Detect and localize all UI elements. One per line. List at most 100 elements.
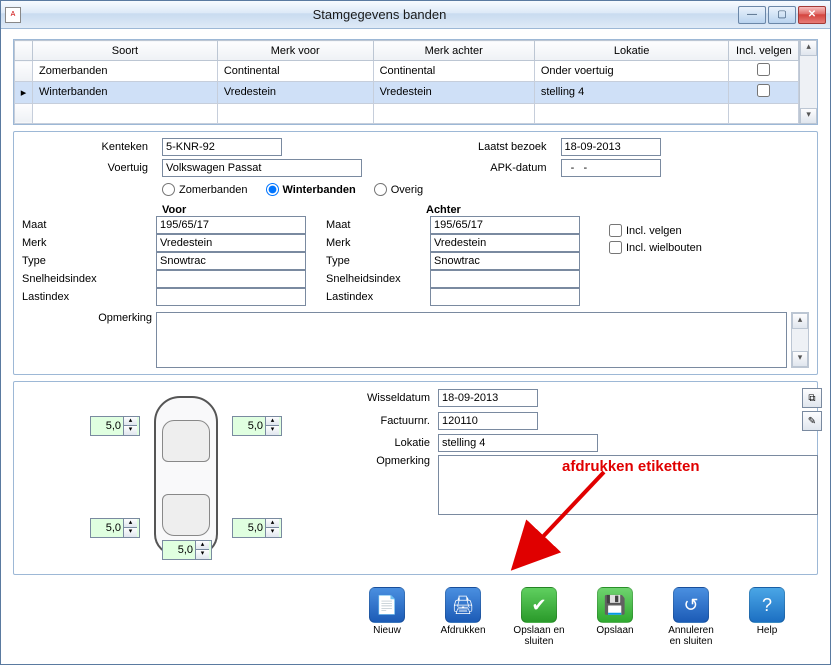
annuleren-sluiten-button[interactable]: ↺ Annuleren en sluiten bbox=[662, 587, 720, 647]
spin-down-icon[interactable]: ▾ bbox=[124, 528, 137, 537]
achter-type-input[interactable] bbox=[430, 252, 580, 270]
spin-down-icon[interactable]: ▾ bbox=[196, 550, 209, 559]
opmerking-top-input[interactable] bbox=[156, 312, 787, 368]
change-panel: ▴▾ ▴▾ ▴▾ ▴▾ ▴▾ Wisseldatum bbox=[13, 381, 818, 575]
achter-merk-label: Merk bbox=[326, 237, 426, 249]
grid-scrollbar[interactable]: ▴ ▾ bbox=[799, 40, 817, 124]
voor-merk-label: Merk bbox=[22, 237, 152, 249]
achter-last-input[interactable] bbox=[430, 288, 580, 306]
cell-incl-velgen[interactable] bbox=[729, 82, 799, 103]
print-icon: 🖨 bbox=[445, 587, 481, 623]
help-button[interactable]: ? Help bbox=[738, 587, 796, 647]
voor-type-label: Type bbox=[22, 255, 152, 267]
col-incl-velgen[interactable]: Incl. velgen bbox=[729, 41, 799, 61]
voor-heading: Voor bbox=[22, 204, 306, 216]
factuurnr-input[interactable] bbox=[438, 412, 538, 430]
row-indicator: ▸ bbox=[15, 82, 33, 103]
details-panel: Kenteken Laatst bezoek Voertuig APK-datu… bbox=[13, 131, 818, 375]
col-soort[interactable]: Soort bbox=[33, 41, 218, 61]
app-icon: A bbox=[5, 7, 21, 23]
cell-lokatie[interactable]: Onder voertuig bbox=[534, 61, 729, 82]
opslaan-button[interactable]: 💾 Opslaan bbox=[586, 587, 644, 647]
car-icon bbox=[154, 396, 218, 556]
depth-fl-input[interactable]: ▴▾ bbox=[90, 416, 140, 436]
cell-soort[interactable]: Winterbanden bbox=[33, 82, 218, 103]
opmerking-scrollbar[interactable]: ▴ ▾ bbox=[791, 312, 809, 368]
close-button[interactable]: ✕ bbox=[798, 6, 826, 24]
voor-snelh-input[interactable] bbox=[156, 270, 306, 288]
afdrukken-button[interactable]: 🖨 Afdrukken bbox=[434, 587, 492, 647]
radio-winter[interactable]: Winterbanden bbox=[266, 183, 356, 196]
spin-up-icon[interactable]: ▴ bbox=[124, 519, 137, 528]
achter-maat-label: Maat bbox=[326, 219, 426, 231]
table-row[interactable] bbox=[15, 103, 799, 123]
radio-overig[interactable]: Overig bbox=[374, 183, 423, 196]
col-lokatie[interactable]: Lokatie bbox=[534, 41, 729, 61]
scroll-down-icon[interactable]: ▾ bbox=[800, 108, 817, 124]
cell-incl-velgen[interactable] bbox=[729, 61, 799, 82]
maximize-button[interactable]: ▢ bbox=[768, 6, 796, 24]
cell-merk-voor[interactable]: Continental bbox=[217, 61, 373, 82]
voertuig-input[interactable] bbox=[162, 159, 362, 177]
table-row[interactable]: ▸WinterbandenVredesteinVredesteinstellin… bbox=[15, 82, 799, 103]
apk-datum-input[interactable] bbox=[561, 159, 661, 177]
voor-last-input[interactable] bbox=[156, 288, 306, 306]
kenteken-input[interactable] bbox=[162, 138, 282, 156]
car-diagram: ▴▾ ▴▾ ▴▾ ▴▾ ▴▾ bbox=[22, 388, 322, 568]
depth-rr-input[interactable]: ▴▾ bbox=[232, 518, 282, 538]
cell-lokatie[interactable]: stelling 4 bbox=[534, 82, 729, 103]
col-merk-voor[interactable]: Merk voor bbox=[217, 41, 373, 61]
window-title: Stamgegevens banden bbox=[27, 7, 732, 22]
grid-table[interactable]: Soort Merk voor Merk achter Lokatie Incl… bbox=[14, 40, 799, 124]
action-bar: 📄 Nieuw 🖨 Afdrukken ✔ Opslaan en sluiten… bbox=[13, 581, 818, 649]
lokatie-input[interactable] bbox=[438, 434, 598, 452]
nieuw-button[interactable]: 📄 Nieuw bbox=[358, 587, 416, 647]
achter-snelh-input[interactable] bbox=[430, 270, 580, 288]
scroll-up-icon[interactable]: ▴ bbox=[800, 40, 817, 56]
invoice-lookup-button[interactable]: ✎ bbox=[802, 411, 822, 431]
wisseldatum-input[interactable] bbox=[438, 389, 538, 407]
spin-up-icon[interactable]: ▴ bbox=[266, 519, 279, 528]
cell-soort[interactable]: Zomerbanden bbox=[33, 61, 218, 82]
new-icon: 📄 bbox=[369, 587, 405, 623]
opslaan-sluiten-button[interactable]: ✔ Opslaan en sluiten bbox=[510, 587, 568, 647]
opmerking-bottom-input[interactable] bbox=[438, 455, 818, 515]
laatst-bezoek-input[interactable] bbox=[561, 138, 661, 156]
spin-down-icon[interactable]: ▾ bbox=[124, 426, 137, 435]
radio-zomer[interactable]: Zomerbanden bbox=[162, 183, 248, 196]
date-picker-button[interactable]: ⧉ bbox=[802, 388, 822, 408]
content: Soort Merk voor Merk achter Lokatie Incl… bbox=[1, 29, 830, 664]
table-row[interactable]: ZomerbandenContinentalContinentalOnder v… bbox=[15, 61, 799, 82]
scroll-down-icon[interactable]: ▾ bbox=[792, 351, 808, 367]
spin-up-icon[interactable]: ▴ bbox=[196, 541, 209, 550]
achter-snelh-label: Snelheidsindex bbox=[326, 273, 426, 285]
voor-maat-input[interactable] bbox=[156, 216, 306, 234]
rowheader-col bbox=[15, 41, 33, 61]
apk-datum-label: APK-datum bbox=[421, 162, 551, 174]
minimize-button[interactable]: — bbox=[738, 6, 766, 24]
achter-maat-input[interactable] bbox=[430, 216, 580, 234]
spin-down-icon[interactable]: ▾ bbox=[266, 528, 279, 537]
spin-up-icon[interactable]: ▴ bbox=[124, 417, 137, 426]
lokatie-label: Lokatie bbox=[334, 437, 434, 449]
save-close-icon: ✔ bbox=[521, 587, 557, 623]
depth-rl-input[interactable]: ▴▾ bbox=[90, 518, 140, 538]
kenteken-label: Kenteken bbox=[22, 141, 152, 153]
scroll-up-icon[interactable]: ▴ bbox=[792, 313, 808, 329]
depth-fr-input[interactable]: ▴▾ bbox=[232, 416, 282, 436]
col-merk-achter[interactable]: Merk achter bbox=[373, 41, 534, 61]
spin-down-icon[interactable]: ▾ bbox=[266, 426, 279, 435]
achter-merk-input[interactable] bbox=[430, 234, 580, 252]
cell-merk-voor[interactable]: Vredestein bbox=[217, 82, 373, 103]
spin-up-icon[interactable]: ▴ bbox=[266, 417, 279, 426]
cell-merk-achter[interactable]: Vredestein bbox=[373, 82, 534, 103]
voor-merk-input[interactable] bbox=[156, 234, 306, 252]
window: A Stamgegevens banden — ▢ ✕ Soort Merk v… bbox=[0, 0, 831, 665]
voor-type-input[interactable] bbox=[156, 252, 306, 270]
incl-velgen-checkbox[interactable]: Incl. velgen bbox=[609, 224, 809, 237]
voor-maat-label: Maat bbox=[22, 219, 152, 231]
depth-rm-input[interactable]: ▴▾ bbox=[162, 540, 212, 560]
incl-wielbouten-checkbox[interactable]: Incl. wielbouten bbox=[609, 241, 809, 254]
wisseldatum-label: Wisseldatum bbox=[334, 392, 434, 404]
cell-merk-achter[interactable]: Continental bbox=[373, 61, 534, 82]
